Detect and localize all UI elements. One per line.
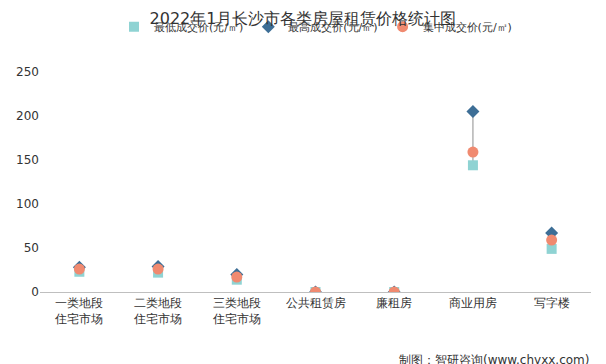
svg-text:50: 50 <box>24 241 39 255</box>
svg-text:集中成交价(元/㎡): 集中成交价(元/㎡) <box>423 21 512 34</box>
svg-text:廉租房: 廉租房 <box>376 296 412 310</box>
svg-text:200: 200 <box>16 109 39 123</box>
svg-text:二类地段住宅市场: 二类地段住宅市场 <box>133 296 182 326</box>
svg-text:100: 100 <box>16 197 39 211</box>
svg-text:制图：智研咨询(www.chyxx.com): 制图：智研咨询(www.chyxx.com) <box>399 353 589 364</box>
svg-text:公共租赁房: 公共租赁房 <box>286 296 346 310</box>
svg-text:最低成交价(元/㎡): 最低成交价(元/㎡) <box>154 21 243 34</box>
svg-text:一类地段住宅市场: 一类地段住宅市场 <box>54 296 103 326</box>
svg-text:150: 150 <box>16 153 39 167</box>
svg-text:写字楼: 写字楼 <box>534 296 570 310</box>
svg-text:三类地段住宅市场: 三类地段住宅市场 <box>212 296 261 326</box>
svg-text:0: 0 <box>31 285 39 299</box>
svg-text:商业用房: 商业用房 <box>449 296 497 310</box>
svg-text:2022年1月长沙市各类房屋租赁价格统计图: 2022年1月长沙市各类房屋租赁价格统计图 <box>150 9 457 28</box>
svg-text:250: 250 <box>16 65 39 79</box>
svg-text:最高成交价(元/㎡): 最高成交价(元/㎡) <box>288 21 377 34</box>
